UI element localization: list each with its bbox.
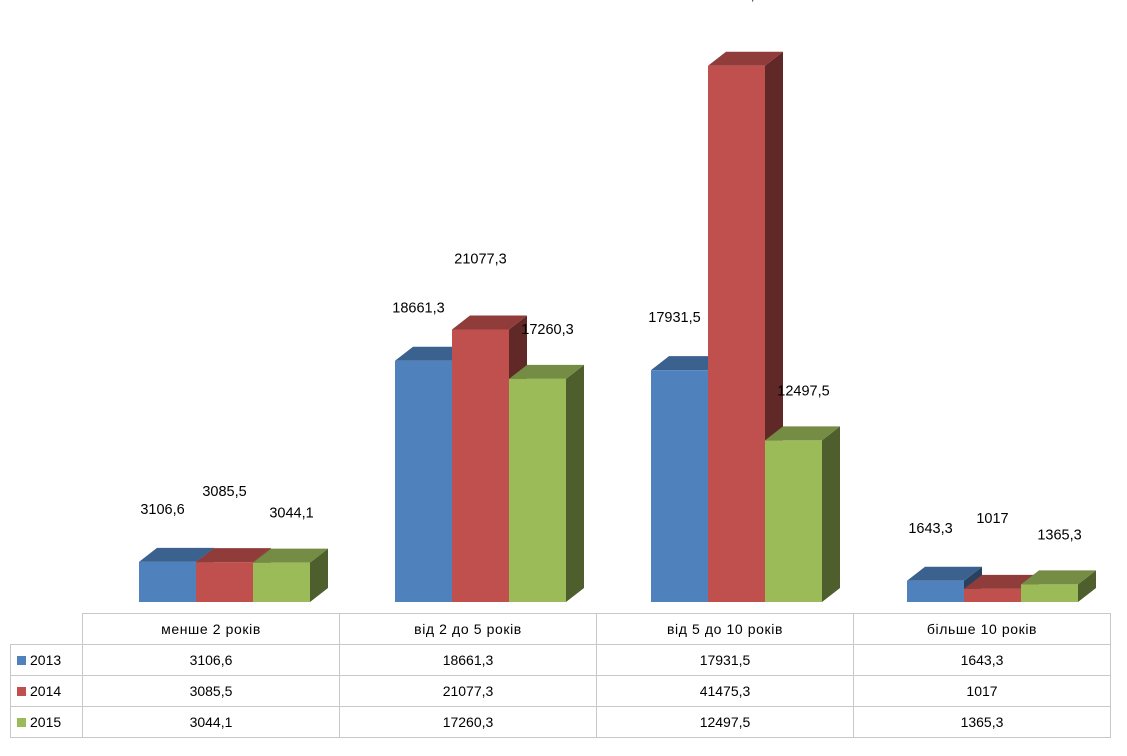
- bar-top-2015-4: [1021, 570, 1096, 585]
- table-cell: 12497,5: [596, 706, 854, 738]
- data-label-2013-1: 3106,6: [140, 502, 184, 518]
- bar-2014-3: [708, 65, 765, 603]
- bar-2015-4: [1021, 584, 1078, 602]
- legend-swatch-2013: [17, 655, 26, 665]
- bar-2015-2: [509, 378, 566, 602]
- bar-top-2015-2: [509, 364, 584, 379]
- table-cell: 3085,5: [82, 675, 340, 707]
- legend-label-2015: 2015: [30, 714, 62, 730]
- data-label-2015-1: 3044,1: [269, 506, 313, 522]
- bar-top-2014-4: [964, 574, 1039, 589]
- bar-side-2015-4: [1078, 570, 1096, 602]
- bar-2015-3: [765, 440, 822, 602]
- bar-top-2014-3: [708, 51, 783, 66]
- table-cell: 1365,3: [853, 706, 1111, 738]
- bar-top-2013-1: [139, 547, 214, 562]
- bar-side-2015-1: [310, 548, 328, 602]
- table-row-2014: 2014 3085,5 21077,3 41475,3 1017: [10, 675, 1111, 707]
- bar-2014-2: [452, 329, 509, 602]
- category-header-1: менше 2 років: [82, 613, 340, 645]
- bar-top-2015-3: [765, 426, 840, 441]
- data-label-2014-4: 1017: [976, 511, 1008, 527]
- bar-top-2015-1: [253, 548, 328, 563]
- table-cell: 3044,1: [82, 706, 340, 738]
- data-label-2014-2: 21077,3: [454, 251, 506, 267]
- table-corner-cell: [10, 613, 83, 645]
- bar-2013-1: [139, 561, 196, 602]
- table-row-2015: 2015 3044,1 17260,3 12497,5 1365,3: [10, 706, 1111, 738]
- category-header-2: від 2 до 5 років: [339, 613, 597, 645]
- table-cell: 18661,3: [339, 644, 597, 676]
- bar-top-2014-2: [452, 315, 527, 330]
- bar-top-2013-3: [651, 356, 726, 371]
- data-label-2015-4: 1365,3: [1037, 527, 1081, 543]
- bar-2013-3: [651, 370, 708, 602]
- data-label-2013-2: 18661,3: [392, 301, 444, 317]
- bar-top-2013-2: [395, 346, 470, 361]
- bar-2013-2: [395, 360, 452, 602]
- table-cell: 3106,6: [82, 644, 340, 676]
- data-label-2015-2: 17260,3: [521, 322, 573, 338]
- legend-entry-2013: 2013: [10, 644, 83, 676]
- table-cell: 17931,5: [596, 644, 854, 676]
- bar-2014-1: [196, 562, 253, 602]
- legend-swatch-2014: [17, 686, 26, 696]
- legend-entry-2014: 2014: [10, 675, 83, 707]
- bar-2015-1: [253, 562, 310, 602]
- table-cell: 21077,3: [339, 675, 597, 707]
- data-table: менше 2 років від 2 до 5 років від 5 до …: [10, 613, 1111, 738]
- category-header-4: більше 10 років: [853, 613, 1111, 645]
- table-header-row: менше 2 років від 2 до 5 років від 5 до …: [10, 613, 1111, 645]
- table-cell: 1017: [853, 675, 1111, 707]
- bar-top-2013-4: [907, 566, 982, 581]
- bar-side-2015-3: [822, 426, 840, 602]
- data-label-2014-1: 3085,5: [202, 484, 246, 500]
- bar-2013-4: [907, 580, 964, 602]
- table-cell: 1643,3: [853, 644, 1111, 676]
- legend-entry-2015: 2015: [10, 706, 83, 738]
- data-label-2013-4: 1643,3: [908, 521, 952, 537]
- data-label-2015-3: 12497,5: [777, 383, 829, 399]
- bar-side-2015-2: [566, 364, 584, 602]
- data-label-2013-3: 17931,5: [648, 310, 700, 326]
- table-cell: 17260,3: [339, 706, 597, 738]
- legend-swatch-2015: [17, 717, 26, 727]
- bar-chart: 3106,6 3085,5 3044,1 18661,3 21077,3 17260,3 1…: [139, 0, 1096, 603]
- legend-label-2013: 2013: [30, 652, 62, 668]
- table-cell: 41475,3: [596, 675, 854, 707]
- category-header-3: від 5 до 10 років: [596, 613, 854, 645]
- data-label-2014-3: 41475,3: [710, 0, 762, 4]
- table-row-2013: 2013 3106,6 18661,3 17931,5 1643,3: [10, 644, 1111, 676]
- bar-top-2014-1: [196, 548, 271, 563]
- legend-label-2014: 2014: [30, 683, 62, 699]
- bar-2014-4: [964, 588, 1021, 602]
